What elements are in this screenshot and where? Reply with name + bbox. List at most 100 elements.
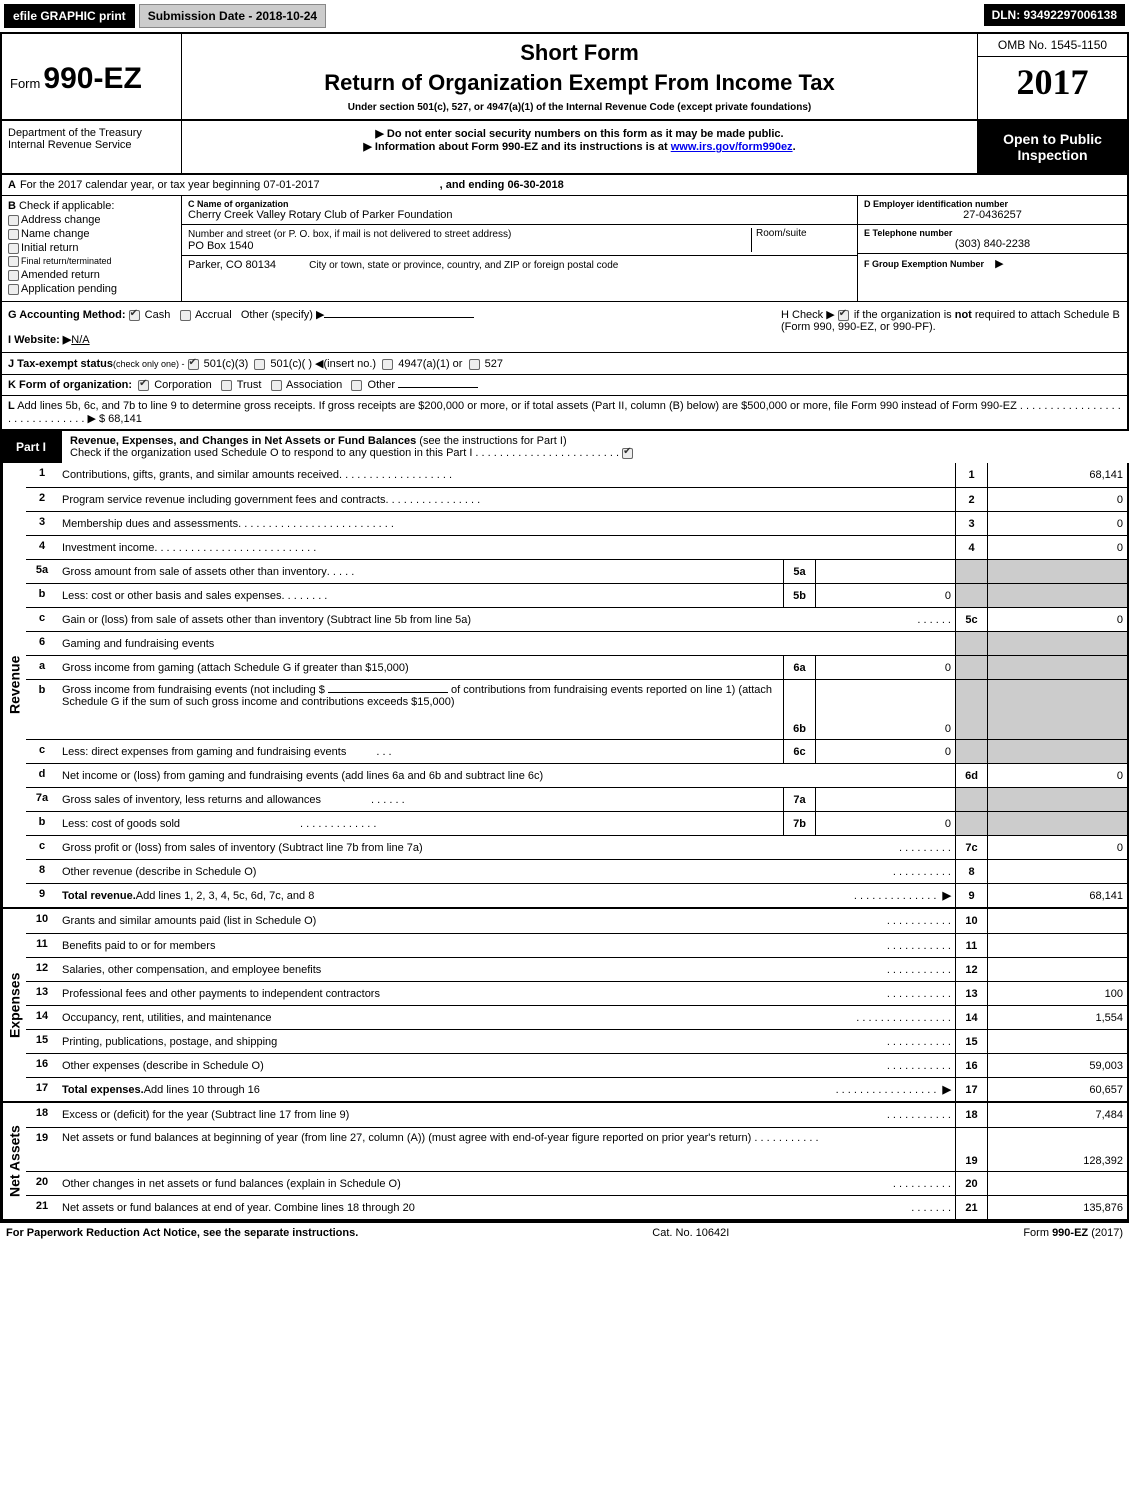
line-5c-value: 0 <box>987 608 1127 631</box>
checkbox-initial-return[interactable]: Initial return <box>8 242 175 254</box>
return-title: Return of Organization Exempt From Incom… <box>188 70 971 96</box>
top-bar: efile GRAPHIC print Submission Date - 20… <box>0 0 1129 32</box>
section-h: H Check ▶ if the organization is not req… <box>781 308 1121 346</box>
line-8-value <box>987 860 1127 883</box>
checkbox-4947[interactable] <box>382 359 393 370</box>
ein-label: D Employer identification number <box>864 199 1121 209</box>
tax-year: 2017 <box>978 57 1127 107</box>
group-exemption-label: F Group Exemption Number <box>864 259 984 269</box>
gross-receipts-value: $ 68,141 <box>99 413 142 425</box>
section-k: K Form of organization: Corporation Trus… <box>2 374 1127 395</box>
form-ref: Form 990-EZ (2017) <box>1023 1227 1123 1239</box>
checkbox-schedule-o[interactable] <box>622 448 633 459</box>
line-6c: c Less: direct expenses from gaming and … <box>26 739 1127 763</box>
checkbox-accrual[interactable] <box>180 310 191 321</box>
omb-number: OMB No. 1545-1150 <box>978 34 1127 57</box>
line-10: 10 Grants and similar amounts paid (list… <box>26 909 1127 933</box>
checkbox-501c[interactable] <box>254 359 265 370</box>
form-prefix: Form <box>10 76 40 91</box>
line-5b-value: 0 <box>815 584 955 607</box>
form-number: 990-EZ <box>43 62 141 95</box>
part1-header: Part I Revenue, Expenses, and Changes in… <box>0 431 1129 463</box>
line-7c-value: 0 <box>987 836 1127 859</box>
section-g: G Accounting Method: Cash Accrual Other … <box>8 308 781 321</box>
section-i: I Website: ▶N/A <box>8 333 781 346</box>
org-name: Cherry Creek Valley Rotary Club of Parke… <box>188 209 851 221</box>
line-20: 20 Other changes in net assets or fund b… <box>26 1171 1127 1195</box>
checkbox-application-pending[interactable]: Application pending <box>8 283 175 295</box>
line-4-value: 0 <box>987 536 1127 559</box>
under-section-text: Under section 501(c), 527, or 4947(a)(1)… <box>188 102 971 113</box>
section-j: J Tax-exempt status(check only one) - 50… <box>2 352 1127 374</box>
revenue-side-label: Revenue <box>2 463 26 907</box>
line-21: 21 Net assets or fund balances at end of… <box>26 1195 1127 1219</box>
line-15-value <box>987 1030 1127 1053</box>
line-6b-value: 0 <box>815 680 955 739</box>
line-8: 8 Other revenue (describe in Schedule O)… <box>26 859 1127 883</box>
line-15: 15 Printing, publications, postage, and … <box>26 1029 1127 1053</box>
org-address: PO Box 1540 <box>188 240 751 252</box>
org-city: Parker, CO 80134 <box>188 259 276 271</box>
checkbox-amended-return[interactable]: Amended return <box>8 269 175 281</box>
checkbox-final-return[interactable]: Final return/terminated <box>8 256 175 267</box>
expenses-side-label: Expenses <box>2 909 26 1101</box>
irs-label: Internal Revenue Service <box>8 139 175 151</box>
line-2-value: 0 <box>987 488 1127 511</box>
line-2: 2 Program service revenue including gove… <box>26 487 1127 511</box>
line-1-value: 68,141 <box>987 463 1127 487</box>
line-10-value <box>987 909 1127 933</box>
checkbox-527[interactable] <box>469 359 480 370</box>
checkbox-schedule-b[interactable] <box>838 310 849 321</box>
line-6: 6 Gaming and fundraising events <box>26 631 1127 655</box>
room-suite: Room/suite <box>751 228 851 252</box>
form-header-row2: Department of the Treasury Internal Reve… <box>0 121 1129 175</box>
efile-print-button[interactable]: efile GRAPHIC print <box>4 4 135 28</box>
section-a: A For the 2017 calendar year, or tax yea… <box>2 175 1127 195</box>
line-11-value <box>987 934 1127 957</box>
line-17-value: 60,657 <box>987 1078 1127 1101</box>
checkbox-other-org[interactable] <box>351 380 362 391</box>
checkbox-association[interactable] <box>271 380 282 391</box>
dln-label: DLN: 93492297006138 <box>984 4 1125 26</box>
line-11: 11 Benefits paid to or for members . . .… <box>26 933 1127 957</box>
line-6a-value: 0 <box>815 656 955 679</box>
checkbox-name-change[interactable]: Name change <box>8 228 175 240</box>
checkbox-address-change[interactable]: Address change <box>8 214 175 226</box>
phone-label: E Telephone number <box>864 228 1121 238</box>
line-7a: 7a Gross sales of inventory, less return… <box>26 787 1127 811</box>
website-value: N/A <box>71 334 89 346</box>
line-6d-value: 0 <box>987 764 1127 787</box>
line-9-value: 68,141 <box>987 884 1127 907</box>
ein-value: 27-0436257 <box>864 209 1121 221</box>
line-19-value: 128,392 <box>987 1128 1127 1171</box>
line-16-value: 59,003 <box>987 1054 1127 1077</box>
line-9: 9 Total revenue. Add lines 1, 2, 3, 4, 5… <box>26 883 1127 907</box>
line-3: 3 Membership dues and assessments . . . … <box>26 511 1127 535</box>
page-footer: For Paperwork Reduction Act Notice, see … <box>0 1221 1129 1243</box>
checkbox-cash[interactable] <box>129 310 140 321</box>
checkbox-trust[interactable] <box>221 380 232 391</box>
section-l: L Add lines 5b, 6c, and 7b to line 9 to … <box>2 395 1127 429</box>
line-3-value: 0 <box>987 512 1127 535</box>
line-7c: c Gross profit or (loss) from sales of i… <box>26 835 1127 859</box>
form990ez-link[interactable]: www.irs.gov/form990ez <box>671 141 793 153</box>
section-b: B Check if applicable: Address change Na… <box>2 196 182 301</box>
line-18-value: 7,484 <box>987 1103 1127 1127</box>
short-form-title: Short Form <box>188 40 971 66</box>
line-20-value <box>987 1172 1127 1195</box>
line-16: 16 Other expenses (describe in Schedule … <box>26 1053 1127 1077</box>
dept-treasury: Department of the Treasury <box>8 127 175 139</box>
submission-date-button[interactable]: Submission Date - 2018-10-24 <box>139 4 326 28</box>
open-to-public-badge: Open to Public Inspection <box>977 121 1127 173</box>
checkbox-501c3[interactable] <box>188 359 199 370</box>
line-13: 13 Professional fees and other payments … <box>26 981 1127 1005</box>
checkbox-corporation[interactable] <box>138 380 149 391</box>
line-5a: 5a Gross amount from sale of assets othe… <box>26 559 1127 583</box>
line-5b: b Less: cost or other basis and sales ex… <box>26 583 1127 607</box>
line-5c: c Gain or (loss) from sale of assets oth… <box>26 607 1127 631</box>
form-header: Form 990-EZ Short Form Return of Organiz… <box>0 32 1129 121</box>
line-18: 18 Excess or (deficit) for the year (Sub… <box>26 1103 1127 1127</box>
line-6c-value: 0 <box>815 740 955 763</box>
line-6a: a Gross income from gaming (attach Sched… <box>26 655 1127 679</box>
line-5a-value <box>815 560 955 583</box>
